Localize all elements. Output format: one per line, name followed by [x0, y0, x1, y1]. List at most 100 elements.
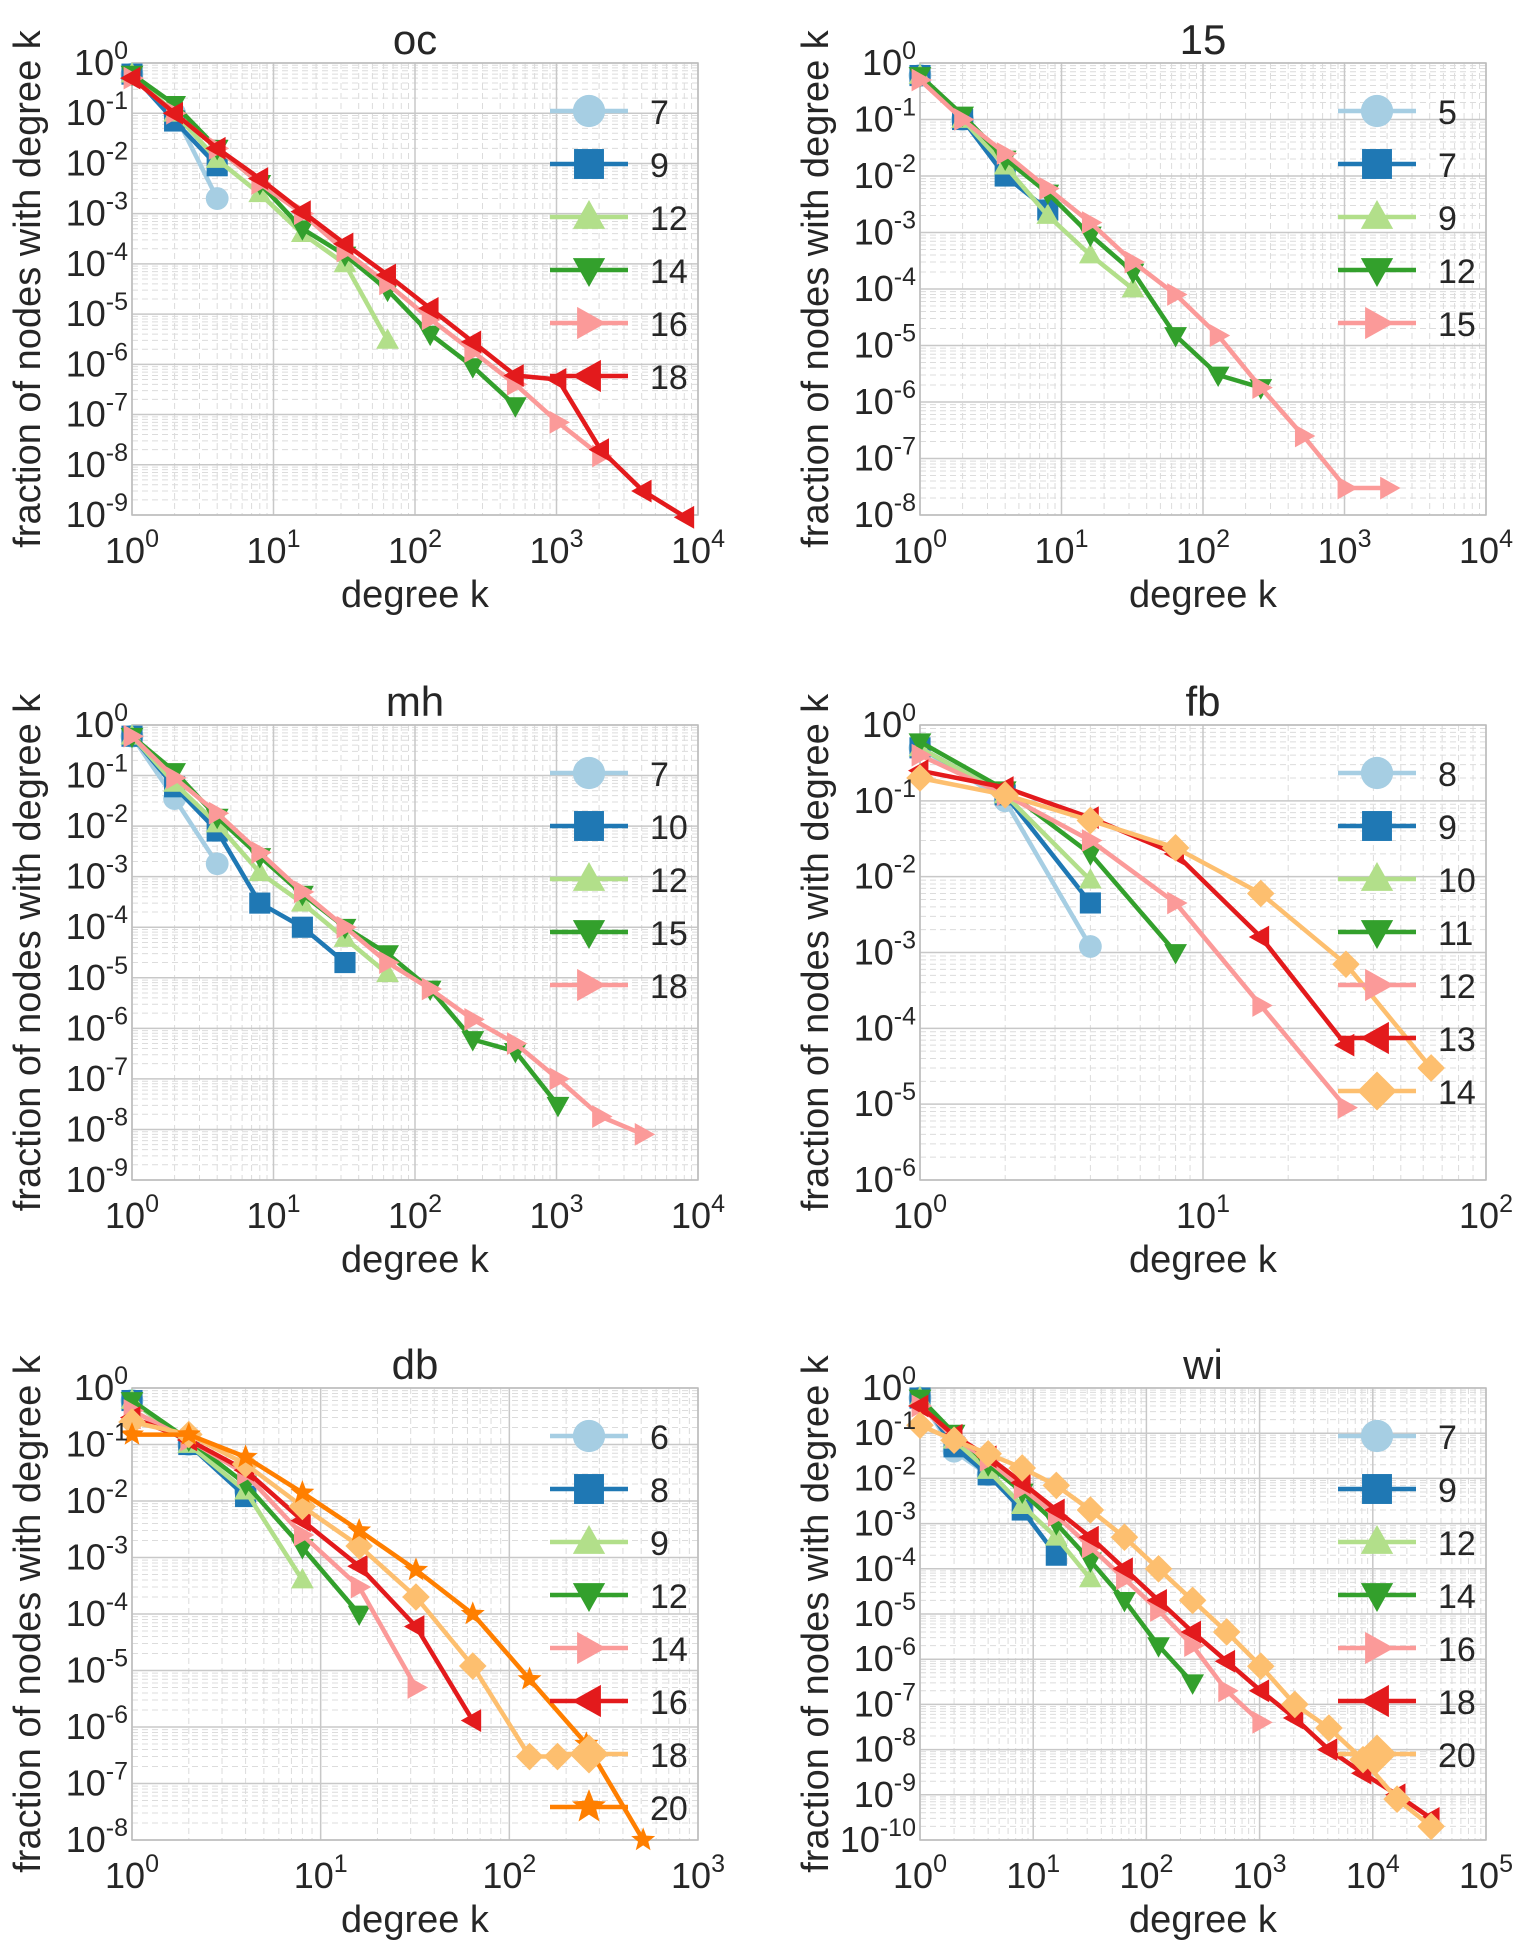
x-tick-label: 100	[893, 525, 947, 571]
x-tick-label: 105	[1459, 1850, 1513, 1896]
series-15	[911, 68, 1401, 500]
y-tick-label: 10-7	[66, 1053, 128, 1099]
data-point-18	[162, 101, 183, 125]
x-axis-label: degree k	[1129, 574, 1278, 616]
data-point-14	[1161, 834, 1190, 862]
plot-frame	[919, 1387, 1487, 1841]
data-point-12	[911, 743, 932, 767]
data-point-18	[336, 915, 357, 939]
y-tick-label: 10-3	[854, 927, 916, 973]
chart-panel-15: 5 7 9 12 15 15 100 101 102 103 104 100 10-1 10-2 10-3 1…	[795, 16, 1513, 616]
data-point-20	[1212, 1618, 1241, 1646]
data-point-10	[334, 951, 356, 974]
y-tick-label: 10-2	[854, 1452, 916, 1498]
y-tick-label: 10-8	[66, 439, 128, 485]
data-point-20	[940, 1426, 968, 1455]
data-point-14	[293, 1523, 315, 1547]
data-point-18	[1078, 1525, 1099, 1549]
data-point-20	[974, 1440, 1002, 1468]
data-point-12	[1206, 366, 1230, 388]
series-line-11	[918, 739, 1178, 954]
data-point-7	[205, 187, 229, 210]
y-tick-label: 10-7	[66, 389, 128, 435]
series-line-12	[919, 753, 1348, 1110]
y-tick-label: 10-6	[854, 1633, 916, 1679]
data-point-18	[293, 880, 315, 904]
y-tick-label: 10-1	[854, 94, 916, 140]
data-point-11	[908, 733, 932, 754]
data-point-18	[166, 766, 187, 790]
data-point-16	[1218, 1679, 1239, 1703]
x-tick-label: 102	[388, 525, 442, 571]
legend-marker-20	[572, 1789, 606, 1822]
data-point-20	[906, 1411, 934, 1440]
legend-marker-8	[574, 1474, 604, 1504]
data-point-18	[1316, 1738, 1338, 1761]
y-tick-label: 100	[862, 699, 916, 745]
data-point-7	[205, 852, 229, 876]
data-point-9	[1121, 277, 1145, 298]
legend-marker-6	[572, 1419, 606, 1453]
data-point-15	[461, 1031, 485, 1052]
x-tick-label: 101	[1176, 1190, 1230, 1236]
x-axis-label: degree k	[1129, 1239, 1278, 1281]
data-point-18	[421, 977, 443, 1001]
series-20	[906, 1411, 1445, 1841]
x-tick-label: 103	[530, 525, 584, 571]
data-point-18	[120, 66, 141, 90]
legend-marker-9	[1362, 1474, 1392, 1504]
data-point-20	[1349, 1745, 1377, 1774]
x-tick-label: 101	[1006, 1850, 1060, 1896]
y-tick-label: 10-8	[66, 1814, 128, 1860]
legend-label: 12	[1438, 253, 1476, 291]
legend-label: 18	[650, 359, 688, 397]
data-point-16	[347, 1554, 368, 1578]
data-point-9	[1079, 892, 1101, 914]
y-tick-label: 10-2	[854, 851, 916, 897]
data-point-14	[503, 397, 527, 418]
data-point-14	[290, 220, 314, 241]
legend-marker-10	[574, 811, 604, 841]
legend-marker-12	[572, 862, 606, 891]
legend-marker-14	[577, 1631, 606, 1665]
data-point-18	[402, 1583, 430, 1611]
data-point-9	[1036, 203, 1060, 224]
legend-label: 13	[1438, 1021, 1476, 1059]
series-line-18	[918, 1404, 1433, 1821]
legend-label: 7	[650, 756, 669, 794]
y-tick-label: 10-9	[854, 1769, 916, 1815]
y-tick-label: 10-5	[854, 320, 916, 366]
legend-marker-18	[577, 968, 606, 1002]
legend-label: 7	[1438, 1419, 1457, 1457]
y-tick-label: 10-9	[66, 489, 128, 535]
x-axis-label: degree k	[1129, 1899, 1278, 1941]
y-tick-label: 10-3	[854, 207, 916, 253]
data-point-15	[1209, 324, 1231, 347]
data-point-18	[247, 167, 269, 190]
data-point-20	[233, 1444, 258, 1468]
data-point-14	[991, 781, 1019, 809]
x-tick-label: 101	[247, 1190, 301, 1236]
data-point-14	[1246, 879, 1275, 908]
data-point-18	[418, 296, 439, 320]
data-point-12	[1078, 1566, 1102, 1588]
y-axis-label: fraction of nodes with degree k	[795, 693, 837, 1212]
legend-marker-5	[1360, 94, 1394, 128]
data-point-18	[1112, 1557, 1133, 1581]
y-tick-label: 10-8	[66, 1103, 128, 1149]
legend-label: 10	[1438, 862, 1476, 900]
data-point-12	[1167, 891, 1188, 915]
y-tick-label: 10-6	[854, 376, 916, 422]
y-tick-label: 10-1	[854, 775, 916, 821]
y-tick-label: 10-6	[854, 1154, 916, 1200]
data-point-18	[503, 364, 524, 387]
data-point-18	[673, 505, 695, 529]
data-point-18	[1214, 1649, 1236, 1673]
data-point-12	[248, 860, 272, 882]
data-point-18	[1146, 1588, 1167, 1612]
data-point-9	[1045, 1544, 1067, 1566]
data-point-15	[1337, 476, 1358, 500]
data-point-20	[176, 1421, 201, 1445]
legend-marker-18	[572, 359, 601, 393]
y-tick-label: 10-10	[840, 1814, 916, 1860]
